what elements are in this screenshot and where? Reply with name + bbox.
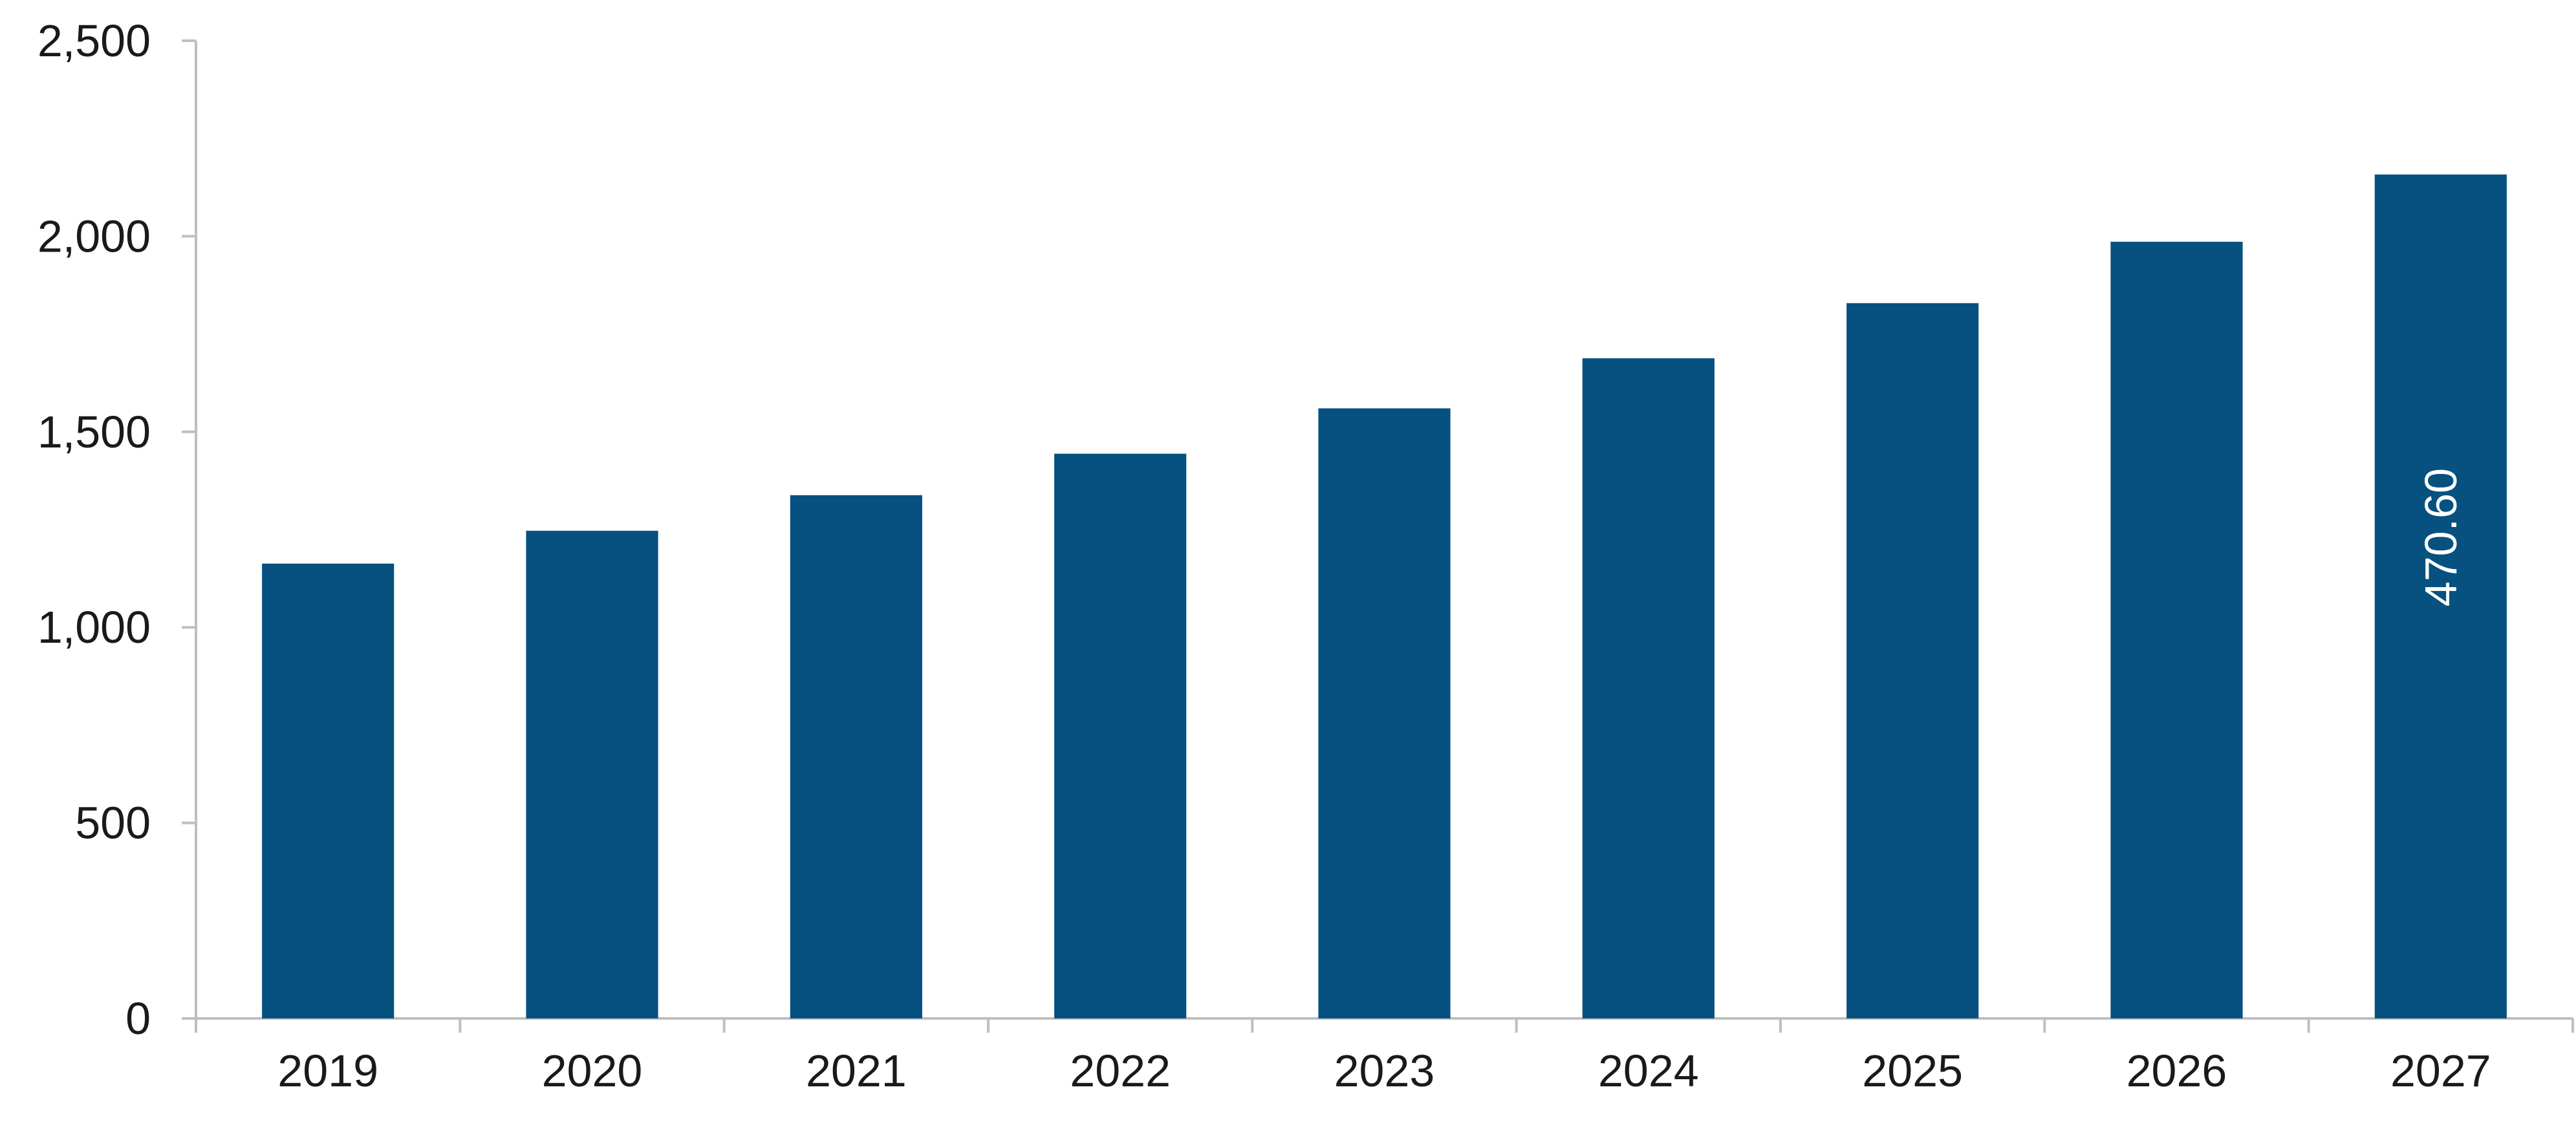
y-tick-label: 0 <box>125 993 151 1044</box>
x-tick-label: 2021 <box>806 1046 907 1096</box>
data-labels: 470.60 <box>2416 468 2466 607</box>
y-axis: 0 500 1,000 1,500 2,000 2,500 <box>38 16 197 1044</box>
y-tick-label: 2,500 <box>38 16 151 66</box>
y-tick-label: 2,000 <box>38 211 151 261</box>
x-tick-label: 2027 <box>2390 1046 2491 1096</box>
bar-2020 <box>526 530 658 1018</box>
x-tick-label: 2025 <box>1862 1046 1963 1096</box>
bar-2025 <box>1846 303 1979 1018</box>
bar-2019 <box>262 563 395 1018</box>
x-axis: 2019 2020 2021 2022 2023 2024 2025 2026 2027 <box>195 1017 2574 1096</box>
x-tick-label: 2022 <box>1070 1046 1171 1096</box>
x-tick-label: 2024 <box>1598 1046 1699 1096</box>
bars <box>262 174 2507 1019</box>
bar-2024 <box>1582 358 1715 1018</box>
x-tick-label: 2019 <box>277 1046 378 1096</box>
bar-annotation-2027: 470.60 <box>2416 468 2466 607</box>
x-tick-label: 2023 <box>1334 1046 1435 1096</box>
bar-2021 <box>790 495 922 1018</box>
bar-2022 <box>1054 453 1187 1018</box>
x-tick-label: 2020 <box>542 1046 643 1096</box>
bar-2023 <box>1318 408 1451 1018</box>
bar-2026 <box>2110 241 2243 1018</box>
x-tick-label: 2026 <box>2127 1046 2227 1096</box>
y-tick-label: 1,000 <box>38 602 151 652</box>
bar-2027 <box>2374 174 2507 1019</box>
y-tick-label: 1,500 <box>38 407 151 457</box>
y-tick-label: 500 <box>75 798 151 848</box>
